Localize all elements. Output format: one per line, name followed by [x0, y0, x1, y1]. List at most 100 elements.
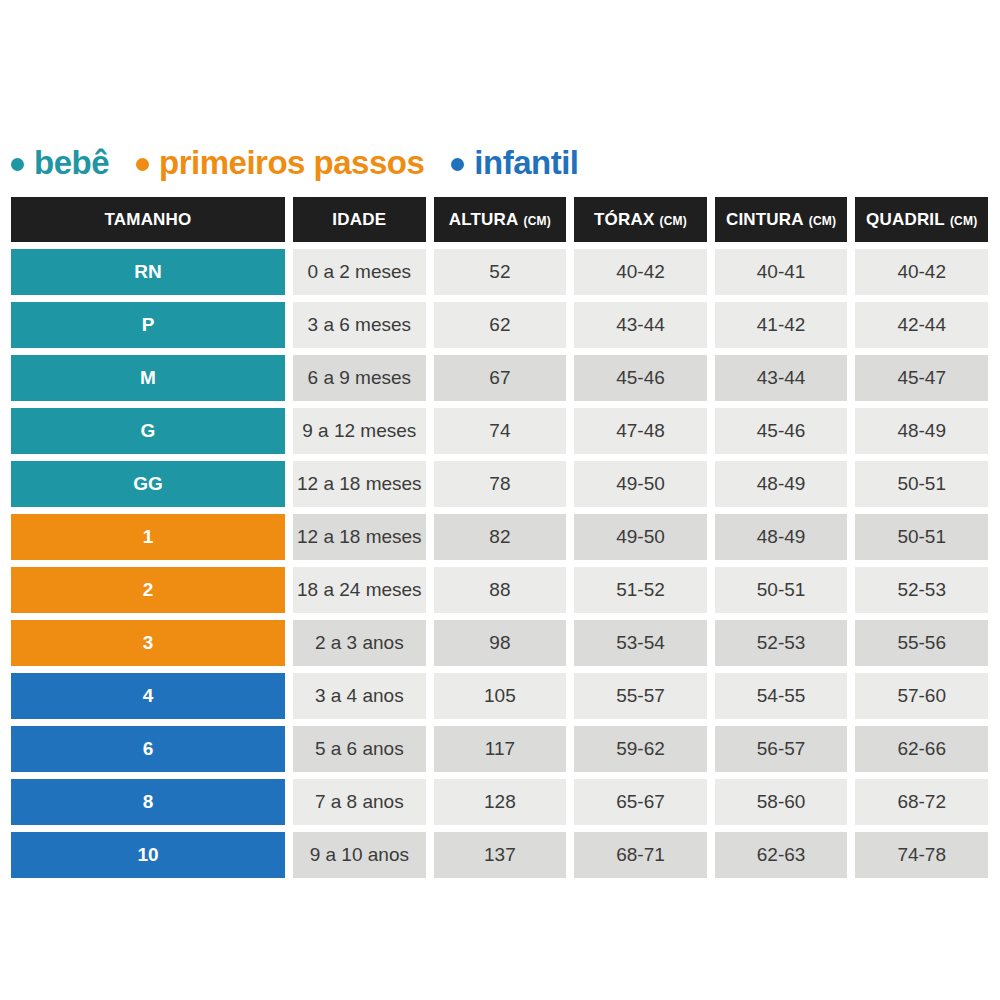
height-cell: 82 [434, 514, 567, 560]
column-header-altura: ALTURA (CM) [434, 197, 567, 242]
bullet-icon [451, 158, 464, 171]
legend-label: infantil [474, 144, 578, 182]
column-header-label: TÓRAX [594, 210, 655, 230]
age-cell: 12 a 18 meses [293, 514, 426, 560]
column-header-idade: IDADE [293, 197, 426, 242]
waist-cell: 40-41 [715, 249, 848, 295]
hip-cell: 62-66 [855, 726, 988, 772]
column-header-unit: (CM) [950, 214, 977, 228]
waist-cell: 54-55 [715, 673, 848, 719]
chest-cell: 68-71 [574, 832, 707, 878]
size-cell: 3 [11, 620, 285, 666]
age-cell: 18 a 24 meses [293, 567, 426, 613]
age-cell: 12 a 18 meses [293, 461, 426, 507]
legend-item-bebe: bebê [11, 144, 109, 182]
height-cell: 137 [434, 832, 567, 878]
waist-cell: 56-57 [715, 726, 848, 772]
height-cell: 52 [434, 249, 567, 295]
table-row: G9 a 12 meses7447-4845-4648-49 [11, 408, 988, 454]
hip-cell: 40-42 [855, 249, 988, 295]
table-row: 65 a 6 anos11759-6256-5762-66 [11, 726, 988, 772]
hip-cell: 42-44 [855, 302, 988, 348]
waist-cell: 45-46 [715, 408, 848, 454]
height-cell: 117 [434, 726, 567, 772]
height-cell: 88 [434, 567, 567, 613]
chest-cell: 43-44 [574, 302, 707, 348]
column-header-unit: (CM) [524, 214, 551, 228]
hip-cell: 45-47 [855, 355, 988, 401]
column-header-torax: TÓRAX (CM) [574, 197, 707, 242]
age-cell: 2 a 3 anos [293, 620, 426, 666]
column-header-label: CINTURA [726, 210, 804, 230]
hip-cell: 74-78 [855, 832, 988, 878]
size-cell: 4 [11, 673, 285, 719]
chest-cell: 47-48 [574, 408, 707, 454]
waist-cell: 41-42 [715, 302, 848, 348]
height-cell: 62 [434, 302, 567, 348]
height-cell: 78 [434, 461, 567, 507]
chest-cell: 45-46 [574, 355, 707, 401]
chest-cell: 49-50 [574, 461, 707, 507]
table-row: 218 a 24 meses8851-5250-5152-53 [11, 567, 988, 613]
height-cell: 98 [434, 620, 567, 666]
chest-cell: 65-67 [574, 779, 707, 825]
legend: bebê primeiros passos infantil [11, 142, 988, 184]
age-cell: 7 a 8 anos [293, 779, 426, 825]
waist-cell: 50-51 [715, 567, 848, 613]
column-header-label: TAMANHO [104, 210, 191, 230]
size-chart: bebê primeiros passos infantil TAMANHO I… [11, 142, 988, 878]
column-header-label: ALTURA [449, 210, 519, 230]
column-header-tamanho: TAMANHO [11, 197, 285, 242]
column-header-cintura: CINTURA (CM) [715, 197, 848, 242]
table-row: RN0 a 2 meses5240-4240-4140-42 [11, 249, 988, 295]
chest-cell: 53-54 [574, 620, 707, 666]
waist-cell: 62-63 [715, 832, 848, 878]
hip-cell: 50-51 [855, 514, 988, 560]
size-cell: G [11, 408, 285, 454]
size-cell: GG [11, 461, 285, 507]
height-cell: 74 [434, 408, 567, 454]
bullet-icon [11, 158, 24, 171]
table-row: 112 a 18 meses8249-5048-4950-51 [11, 514, 988, 560]
age-cell: 5 a 6 anos [293, 726, 426, 772]
height-cell: 105 [434, 673, 567, 719]
chest-cell: 59-62 [574, 726, 707, 772]
size-cell: 6 [11, 726, 285, 772]
legend-label: bebê [34, 144, 109, 182]
waist-cell: 58-60 [715, 779, 848, 825]
legend-item-infantil: infantil [451, 144, 578, 182]
age-cell: 3 a 6 meses [293, 302, 426, 348]
column-header-quadril: QUADRIL (CM) [855, 197, 988, 242]
chest-cell: 51-52 [574, 567, 707, 613]
size-cell: RN [11, 249, 285, 295]
chest-cell: 55-57 [574, 673, 707, 719]
hip-cell: 52-53 [855, 567, 988, 613]
waist-cell: 52-53 [715, 620, 848, 666]
chest-cell: 49-50 [574, 514, 707, 560]
size-cell: 1 [11, 514, 285, 560]
table-row: 109 a 10 anos13768-7162-6374-78 [11, 832, 988, 878]
height-cell: 128 [434, 779, 567, 825]
age-cell: 3 a 4 anos [293, 673, 426, 719]
legend-item-primeiros-passos: primeiros passos [136, 144, 424, 182]
age-cell: 9 a 12 meses [293, 408, 426, 454]
table-row: P3 a 6 meses6243-4441-4242-44 [11, 302, 988, 348]
chest-cell: 40-42 [574, 249, 707, 295]
table-header-row: TAMANHO IDADE ALTURA (CM) TÓRAX (CM) CIN… [11, 197, 988, 242]
age-cell: 0 a 2 meses [293, 249, 426, 295]
waist-cell: 43-44 [715, 355, 848, 401]
size-table: TAMANHO IDADE ALTURA (CM) TÓRAX (CM) CIN… [11, 197, 988, 878]
column-header-label: QUADRIL [866, 210, 945, 230]
hip-cell: 55-56 [855, 620, 988, 666]
hip-cell: 50-51 [855, 461, 988, 507]
size-cell: P [11, 302, 285, 348]
bullet-icon [136, 158, 149, 171]
waist-cell: 48-49 [715, 461, 848, 507]
column-header-unit: (CM) [660, 214, 687, 228]
column-header-unit: (CM) [809, 214, 836, 228]
hip-cell: 57-60 [855, 673, 988, 719]
table-row: 32 a 3 anos9853-5452-5355-56 [11, 620, 988, 666]
size-cell: 8 [11, 779, 285, 825]
size-cell: 10 [11, 832, 285, 878]
column-header-label: IDADE [332, 210, 386, 230]
